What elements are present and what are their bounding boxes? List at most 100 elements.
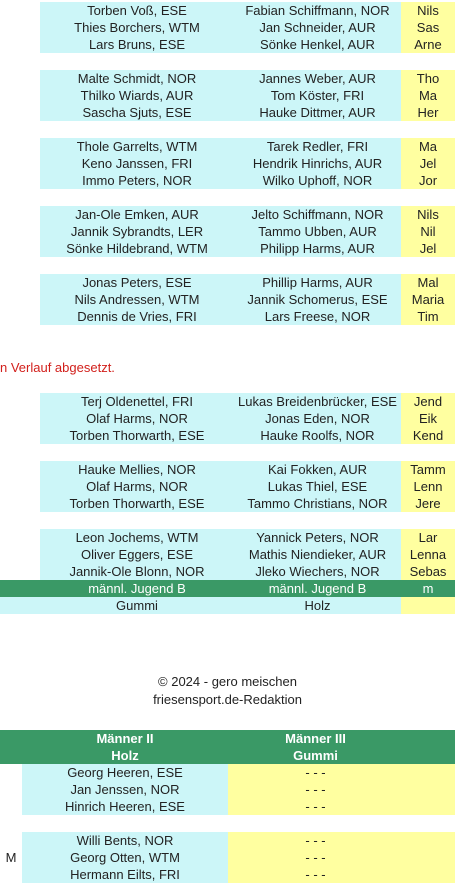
spacer-cell	[0, 121, 40, 138]
result-row: Olaf Harms, NOR Jonas Eden, NOR Eik	[0, 410, 455, 427]
result-cell: Her	[401, 104, 455, 121]
result-row: Torben Voß, ESE Fabian Schiffmann, NOR Nil…	[0, 2, 455, 19]
spacer-cell	[234, 53, 401, 70]
result-row: Torben Thorwarth, ESE Tammo Christians, N…	[0, 495, 455, 512]
spacer-cell	[0, 444, 40, 461]
result-cell: Lar	[401, 529, 455, 546]
result-row: Sascha Sjuts, ESE Hauke Dittmer, AUR Her	[0, 104, 455, 121]
spacer-cell	[401, 189, 455, 206]
spacer-cell	[228, 815, 403, 832]
result-cell: Tammo Christians, NOR	[234, 495, 401, 512]
result-cell: Nil	[401, 223, 455, 240]
result-row: Jonas Peters, ESE Phillip Harms, AUR Mal	[0, 274, 455, 291]
result-cell: Lukas Breidenbrücker, ESE	[234, 393, 401, 410]
row-lead-cell	[0, 308, 40, 325]
result-cell: Hauke Roolfs, NOR	[234, 427, 401, 444]
row-lead-cell	[0, 495, 40, 512]
row-lead-cell	[0, 798, 22, 815]
withdrawal-note: n Verlauf abgesetzt.	[0, 360, 115, 375]
spacer-cell	[234, 257, 401, 274]
spacer-cell	[401, 121, 455, 138]
spacer-cell	[401, 53, 455, 70]
type-cell: Gummi	[40, 597, 234, 614]
spacer-cell	[234, 512, 401, 529]
spacer-cell	[40, 121, 234, 138]
result-cell: Nils	[401, 2, 455, 19]
result-cell: Jannik Sybrandts, LER	[40, 223, 234, 240]
result-tail-cell	[403, 832, 455, 849]
result-cell: Phillip Harms, AUR	[234, 274, 401, 291]
result-cell: Hinrich Heeren, ESE	[22, 798, 228, 815]
result-tail-cell	[403, 849, 455, 866]
header-cell	[0, 730, 22, 747]
spacer-cell	[0, 53, 40, 70]
results-table-3: Männer II Männer III Holz Gummi Georg He…	[0, 730, 455, 883]
result-tail-cell	[403, 764, 455, 781]
result-cell: Tamm	[401, 461, 455, 478]
result-cell: - - -	[228, 798, 403, 815]
result-cell: Sönke Hildebrand, WTM	[40, 240, 234, 257]
header-gummi: Gummi	[228, 747, 403, 764]
header-maenner-iii: Männer III	[228, 730, 403, 747]
spacer-cell	[40, 53, 234, 70]
result-cell: Jannik-Ole Blonn, NOR	[40, 563, 234, 580]
result-cell: Jor	[401, 172, 455, 189]
result-cell: Keno Janssen, FRI	[40, 155, 234, 172]
result-cell: Dennis de Vries, FRI	[40, 308, 234, 325]
result-row: Sönke Hildebrand, WTM Philipp Harms, AUR J…	[0, 240, 455, 257]
result-cell: Yannick Peters, NOR	[234, 529, 401, 546]
type-cell	[401, 597, 455, 614]
category-cell: m	[401, 580, 455, 597]
result-cell: Philipp Harms, AUR	[234, 240, 401, 257]
spacer-cell	[40, 257, 234, 274]
row-lead-cell	[0, 529, 40, 546]
row-lead-cell	[0, 563, 40, 580]
result-row: Olaf Harms, NOR Lukas Thiel, ESE Lenn	[0, 478, 455, 495]
spacer-cell	[0, 815, 22, 832]
row-lead-cell	[0, 206, 40, 223]
result-row: Thole Garrelts, WTM Tarek Redler, FRI Ma	[0, 138, 455, 155]
result-cell: Thole Garrelts, WTM	[40, 138, 234, 155]
result-tail-cell	[403, 866, 455, 883]
result-cell: Tom Köster, FRI	[234, 87, 401, 104]
result-cell: Olaf Harms, NOR	[40, 478, 234, 495]
result-cell: Lenna	[401, 546, 455, 563]
spacer-cell	[40, 444, 234, 461]
row-lead-cell	[0, 172, 40, 189]
result-cell: Georg Otten, WTM	[22, 849, 228, 866]
row-lead-cell	[0, 155, 40, 172]
result-tail-cell	[403, 798, 455, 815]
result-row: Jannik-Ole Blonn, NOR Jleko Wiechers, NOR…	[0, 563, 455, 580]
result-cell: Tim	[401, 308, 455, 325]
result-cell: Jonas Peters, ESE	[40, 274, 234, 291]
result-cell: Jonas Eden, NOR	[234, 410, 401, 427]
result-cell: Eik	[401, 410, 455, 427]
header-maenner-ii: Männer II	[22, 730, 228, 747]
result-cell: Jannik Schomerus, ESE	[234, 291, 401, 308]
row-lead-cell	[0, 104, 40, 121]
spacer-cell	[0, 512, 40, 529]
result-cell: Oliver Eggers, ESE	[40, 546, 234, 563]
result-row: Thilko Wiards, AUR Tom Köster, FRI Ma	[0, 87, 455, 104]
result-cell: Jleko Wiechers, NOR	[234, 563, 401, 580]
result-row: Leon Jochems, WTM Yannick Peters, NOR Lar	[0, 529, 455, 546]
result-cell: Jel	[401, 240, 455, 257]
group-spacer	[0, 257, 455, 274]
result-tail-cell	[403, 781, 455, 798]
result-row: Georg Heeren, ESE - - -	[0, 764, 455, 781]
spacer-cell	[0, 257, 40, 274]
result-cell: Nils Andressen, WTM	[40, 291, 234, 308]
results-table-2: Terj Oldenettel, FRI Lukas Breidenbrücker…	[0, 393, 455, 614]
result-row: Immo Peters, NOR Wilko Uphoff, NOR Jor	[0, 172, 455, 189]
group-spacer	[0, 512, 455, 529]
result-cell: Tammo Ubben, AUR	[234, 223, 401, 240]
result-cell: Lars Bruns, ESE	[40, 36, 234, 53]
result-row: Willi Bents, NOR - - -	[0, 832, 455, 849]
row-lead-cell	[0, 546, 40, 563]
row-lead-cell	[0, 274, 40, 291]
result-cell: Jannes Weber, AUR	[234, 70, 401, 87]
spacer-cell	[22, 815, 228, 832]
row-lead-cell	[0, 393, 40, 410]
header-cell	[0, 747, 22, 764]
